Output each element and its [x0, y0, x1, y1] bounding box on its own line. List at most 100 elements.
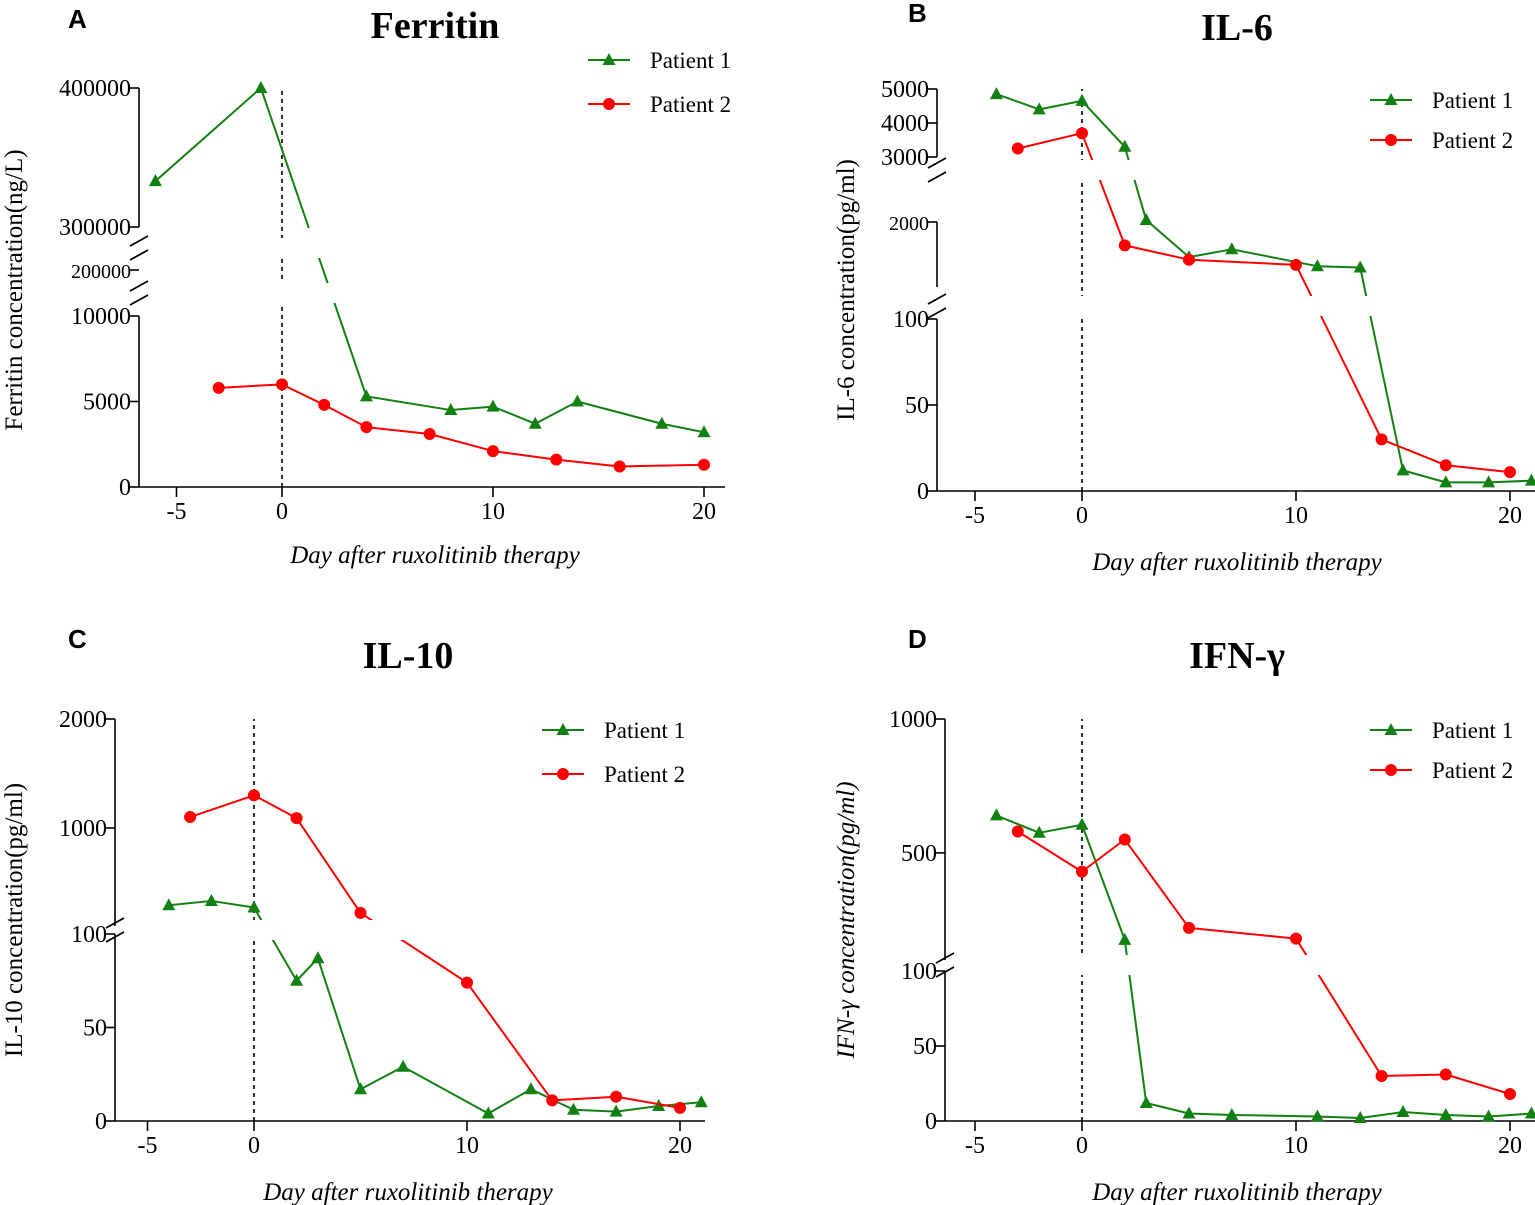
series-line-segment [1360, 1111, 1404, 1119]
data-point-triangle [1396, 1105, 1410, 1117]
series-line-segment [492, 405, 536, 425]
data-point-circle [487, 445, 499, 458]
series-line-segment [1231, 1114, 1318, 1118]
x-tick-label: -5 [167, 499, 187, 525]
series-line-segment [1123, 838, 1190, 929]
y-tick-label: 50 [905, 393, 929, 419]
series-line-segment [360, 1065, 404, 1091]
x-tick-label: 0 [248, 1133, 260, 1159]
data-point-triangle [1075, 93, 1089, 106]
series-line-segment [429, 433, 494, 453]
x-tick-label: 10 [481, 499, 505, 525]
data-point-circle [698, 458, 710, 471]
break-gap [127, 920, 717, 940]
series-2 [212, 378, 710, 473]
data-point-triangle [290, 973, 304, 986]
series-line-segment [615, 1105, 659, 1113]
panel-c: C IL-10 -5 0 10 20 0 50 100 1000 2000 Patient 1 Pati… [1, 624, 717, 1205]
series-line-segment [316, 958, 362, 1090]
break-gap [949, 160, 1535, 180]
legend-marker [602, 53, 616, 65]
data-point-circle [1290, 932, 1302, 945]
series-line-segment [154, 87, 262, 182]
data-point-circle [1183, 253, 1195, 266]
legend-entry-2: Patient 2 [1370, 128, 1513, 153]
series-line-segment [1039, 99, 1083, 111]
data-point-circle [423, 427, 436, 440]
data-point-circle [1439, 1068, 1452, 1081]
data-point-circle [610, 1090, 623, 1103]
legend-marker [603, 98, 615, 110]
y-tick-label: 0 [925, 1109, 937, 1135]
data-point-triangle [359, 389, 373, 402]
data-point-triangle [1439, 475, 1453, 488]
series-1 [989, 808, 1535, 1123]
legend-entry-2: Patient 2 [1370, 758, 1513, 783]
y-tick-label: 100 [901, 959, 937, 985]
break-gap [949, 296, 1535, 316]
legend-label: Patient 2 [1432, 758, 1513, 783]
data-point-triangle [162, 898, 176, 911]
data-point-circle [1439, 459, 1452, 472]
series-line-segment [661, 422, 705, 434]
series-line-segment [1445, 464, 1511, 474]
data-point-circle [248, 789, 260, 802]
series-line-segment [1188, 258, 1297, 266]
series-line-segment [615, 1095, 681, 1109]
series-line-segment [211, 899, 255, 909]
data-point-triangle [1524, 473, 1535, 486]
data-point-circle [290, 812, 303, 825]
series-line-segment [1081, 838, 1126, 873]
legend-label: Patient 1 [604, 718, 685, 743]
x-tick-label: 0 [276, 499, 288, 525]
data-point-triangle [1310, 259, 1324, 272]
data-point-circle [1011, 825, 1024, 838]
legend-entry-2: Patient 2 [588, 92, 731, 117]
data-point-circle [276, 378, 288, 391]
series-line-segment [534, 400, 578, 425]
data-point-triangle [1182, 1106, 1196, 1119]
legend-label: Patient 2 [604, 762, 685, 787]
x-axis-label: Day after ruxolitinib therapy [1091, 549, 1382, 576]
series-line-segment [1123, 146, 1148, 221]
data-point-triangle [524, 1082, 538, 1095]
data-point-triangle [1396, 463, 1410, 476]
data-point-triangle [1032, 825, 1046, 838]
y-tick-label: 5000 [881, 77, 929, 103]
legend-marker [556, 723, 570, 735]
series-line-segment [1081, 824, 1126, 941]
legend-label: Patient 1 [650, 48, 731, 73]
legend-entry-2: Patient 2 [542, 762, 685, 787]
panel-letter: B [908, 0, 927, 28]
series-line-segment [366, 426, 430, 435]
data-point-triangle [567, 1102, 580, 1115]
y-tick-label: 0 [917, 479, 929, 505]
x-axis-label: Day after ruxolitinib therapy [289, 542, 580, 569]
series-line-segment [168, 899, 212, 907]
x-tick-label: 0 [1076, 1133, 1088, 1159]
data-point-circle [1375, 433, 1388, 446]
series-line-segment [487, 1088, 532, 1115]
x-tick-label: -5 [965, 503, 985, 529]
data-point-circle [1504, 1088, 1516, 1100]
data-point-circle [1504, 466, 1516, 479]
panel-d: D IFN-γ -5 0 10 20 0 50 100 500 1000 Patient 1 Patie… [833, 624, 1535, 1205]
series-line-segment [1124, 244, 1190, 261]
data-point-triangle [1439, 1108, 1453, 1120]
y-axis-label: Ferritin concentration(ng/L) [1, 149, 28, 430]
series-line-segment [619, 463, 705, 468]
x-tick-label: 0 [1076, 503, 1088, 529]
series-1 [989, 87, 1535, 488]
legend-entry-1: Patient 1 [542, 718, 685, 743]
series-line-segment [1445, 1114, 1489, 1118]
data-point-triangle [1524, 1106, 1535, 1119]
series-line-segment [1081, 100, 1126, 148]
break-gap [151, 238, 737, 258]
chart-title: Ferritin [371, 5, 500, 47]
series-line-segment [1402, 1111, 1446, 1116]
series-2 [184, 789, 686, 1114]
break-gap [300, 228, 360, 246]
chart-title: IFN-γ [1189, 635, 1285, 677]
series-line-segment [1145, 1102, 1190, 1115]
data-point-circle [360, 421, 373, 434]
